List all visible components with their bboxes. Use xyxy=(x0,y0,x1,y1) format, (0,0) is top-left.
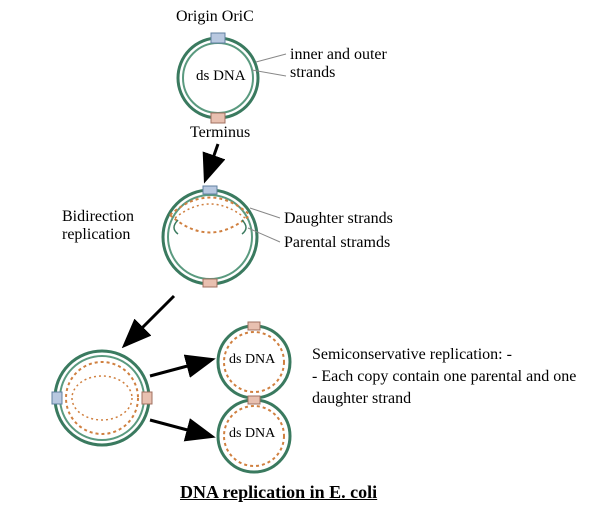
arrow-step2 xyxy=(126,296,174,344)
label-terminus: Terminus xyxy=(190,124,250,142)
label-inner-outer: inner and outer strands xyxy=(290,46,387,82)
label-dsdna-3: ds DNA xyxy=(229,426,275,442)
label-bidirection: Bidirection replication xyxy=(62,208,134,244)
label-semi-2: - Each copy contain one parental and one xyxy=(312,368,576,386)
arrow-split-top xyxy=(150,360,210,376)
label-semi-1: Semiconservative replication: - xyxy=(312,346,512,364)
figure-title: DNA replication in E. coli xyxy=(180,482,377,503)
label-daughter: Daughter strands xyxy=(284,210,393,228)
arrow-split-bottom xyxy=(150,420,210,436)
label-dsdna-1: ds DNA xyxy=(196,68,246,85)
circle-replicating xyxy=(163,186,280,287)
label-dsdna-2: ds DNA xyxy=(229,352,275,368)
arrow-step1 xyxy=(206,144,218,178)
label-semi-3: daughter strand xyxy=(312,390,411,408)
circle-late-replication xyxy=(52,351,152,445)
label-parental: Parental stramds xyxy=(284,234,390,252)
label-origin: Origin OriC xyxy=(176,8,254,26)
